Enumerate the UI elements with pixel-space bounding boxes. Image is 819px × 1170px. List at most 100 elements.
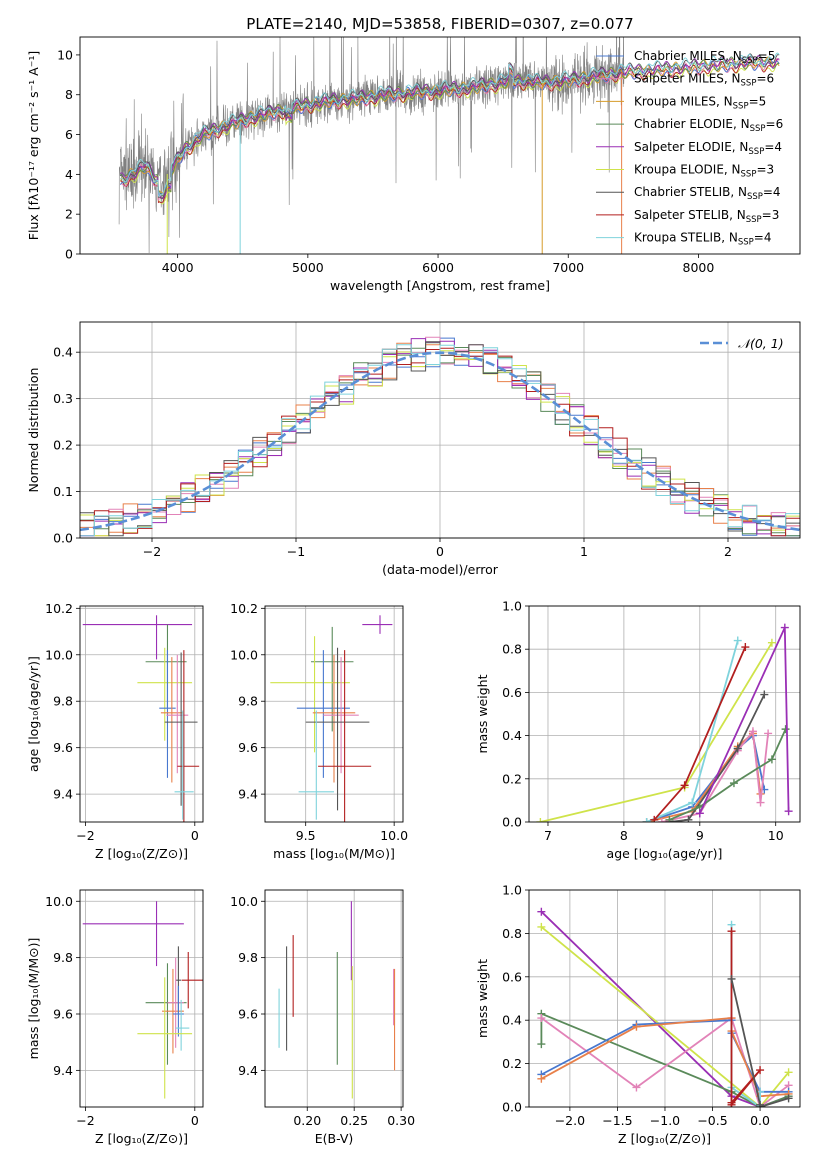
y-axis-label: mass weight: [475, 959, 490, 1038]
weight-series-line: [540, 926, 790, 1107]
weight-point-marker: [756, 798, 765, 807]
legend-label: Chabrier STELIB, NSSP=4: [634, 185, 781, 202]
y-tick-label: 9.4: [53, 787, 73, 802]
weight-point-marker: [650, 815, 659, 822]
x-tick-label: 10: [768, 828, 784, 843]
legend-label-subscript: SSP: [738, 238, 754, 248]
y-tick-label: 0.0: [502, 815, 522, 830]
weight-point-marker: [756, 1066, 765, 1075]
y-tick-label: 9.4: [238, 1063, 258, 1078]
y-tick-label: 9.4: [238, 787, 258, 802]
legend-label: Salpeter ELODIE, NSSP=4: [634, 140, 782, 157]
mass_vs_z-axes: −2 0 9.4 9.6 9.8 10.0 Z [log₁₀(Z/Z⊙)] mass [log…: [26, 889, 204, 1146]
mass_vs_z-grid: [80, 890, 203, 1107]
weight-point-marker: [536, 818, 545, 822]
y-axis-label: mass weight: [475, 674, 490, 753]
x-axis-label: mass [log₁₀(M/M⊙)]: [273, 846, 395, 861]
weight-series-line: [669, 728, 787, 821]
y-tick-label: 10.2: [45, 601, 73, 616]
x-axis-label: E(B-V): [315, 1131, 354, 1146]
y-tick-label: 9.8: [53, 950, 73, 965]
x-tick-label: 8000: [683, 260, 715, 275]
legend-label: Chabrier ELODIE, NSSP=6: [634, 117, 783, 134]
x-tick-label: 7: [544, 828, 552, 843]
weight-point-marker: [784, 807, 793, 816]
legend-label-subscript: SSP: [741, 79, 757, 89]
y-tick-label: 0.2: [502, 771, 522, 786]
weight-point-marker: [727, 974, 736, 983]
mass_vs_ebv-axes: 0.20 0.25 0.30 9.4 9.6 9.8 10.0 E(B-V): [230, 889, 415, 1146]
x-tick-label: 0: [436, 544, 444, 559]
x-tick-label: 0.25: [340, 1113, 368, 1128]
y-tick-label: 6: [65, 127, 73, 142]
spectrum-title: PLATE=2140, MJD=53858, FIBERID=0307, z=0…: [246, 15, 633, 33]
gaussian-curve: [80, 351, 800, 532]
x-tick-label: −2: [76, 828, 94, 843]
x-tick-label: 8: [620, 828, 628, 843]
y-tick-label: 0.4: [502, 1013, 522, 1028]
y-tick-label: 0.6: [502, 969, 522, 984]
x-tick-label: 1: [580, 544, 588, 559]
y-tick-label: 0.6: [502, 685, 522, 700]
weight-point-marker: [665, 815, 674, 822]
legend-label-subscript: SSP: [748, 147, 764, 157]
spectrum-plot-area: [118, 37, 780, 254]
weight-point-marker: [688, 798, 697, 807]
axes-frame: [79, 605, 204, 823]
y-tick-label: 9.8: [238, 950, 258, 965]
y-tick-label: 10.0: [45, 647, 73, 662]
x-tick-label: 0.0: [750, 1113, 770, 1128]
legend-label-subscript: SSP: [741, 170, 757, 180]
weight-point-marker: [767, 755, 776, 764]
x-tick-label: −1.0: [650, 1113, 680, 1128]
weight-point-marker: [767, 638, 776, 647]
age_vs_z-plot-area: [82, 615, 200, 822]
x-tick-label: 0.20: [293, 1113, 321, 1128]
weight_vs_age-plot-area: [536, 623, 793, 822]
x-tick-label: 9: [696, 828, 704, 843]
y-tick-label: 0: [65, 247, 73, 262]
axes-frame: [528, 889, 801, 1108]
legend-label-subscript: SSP: [733, 101, 749, 111]
y-tick-label: 0.3: [53, 391, 73, 406]
weight-point-marker: [781, 725, 790, 734]
weight-series-line: [661, 728, 769, 822]
weight-point-marker: [537, 907, 546, 916]
weight-point-marker: [684, 815, 693, 822]
y-axis-label: Flux [fλ10⁻¹⁷ erg cm⁻² s⁻¹ A⁻¹]: [26, 51, 41, 240]
x-tick-label: 4000: [162, 260, 194, 275]
x-axis-label: Z [log₁₀(Z/Z⊙)]: [618, 1131, 711, 1146]
x-tick-label: −2: [143, 544, 161, 559]
legend-label-suffix: =4: [763, 185, 781, 199]
weight-point-marker: [695, 809, 704, 818]
y-tick-label: 9.4: [53, 1063, 73, 1078]
x-axis-label: Z [log₁₀(Z/Z⊙)]: [95, 846, 188, 861]
weight-point-marker: [632, 1083, 641, 1092]
mass_vs_ebv-grid: [265, 890, 403, 1107]
y-tick-label: 9.8: [53, 694, 73, 709]
x-axis-label: age [log₁₀(age/yr)]: [607, 846, 723, 861]
x-axis-label: (data-model)/error: [382, 562, 499, 577]
x-tick-label: −1.5: [602, 1113, 632, 1128]
axes-frame: [264, 889, 404, 1108]
y-tick-label: 0.0: [502, 1100, 522, 1115]
legend-label-subscript: SSP: [746, 215, 762, 225]
legend-label-suffix: =6: [756, 72, 774, 86]
y-tick-label: 9.6: [53, 1007, 73, 1022]
y-tick-label: 8: [65, 87, 73, 102]
spectrum-model-line: [120, 55, 780, 200]
weight-point-marker: [784, 1094, 793, 1103]
axes-frame: [264, 605, 404, 823]
histogram-step: [80, 344, 800, 537]
weight-point-marker: [642, 818, 651, 822]
y-tick-label: 0.4: [502, 728, 522, 743]
x-axis-label: wavelength [Angstrom, rest frame]: [330, 278, 550, 293]
y-tick-label: 0.4: [53, 345, 73, 360]
x-tick-label: 0: [191, 1113, 199, 1128]
y-tick-label: 0.0: [53, 531, 73, 546]
legend-label-suffix: =6: [766, 117, 784, 131]
x-tick-label: 5000: [292, 260, 324, 275]
legend-label-subscript: SSP: [747, 192, 763, 202]
x-tick-label: 9.5: [296, 828, 316, 843]
